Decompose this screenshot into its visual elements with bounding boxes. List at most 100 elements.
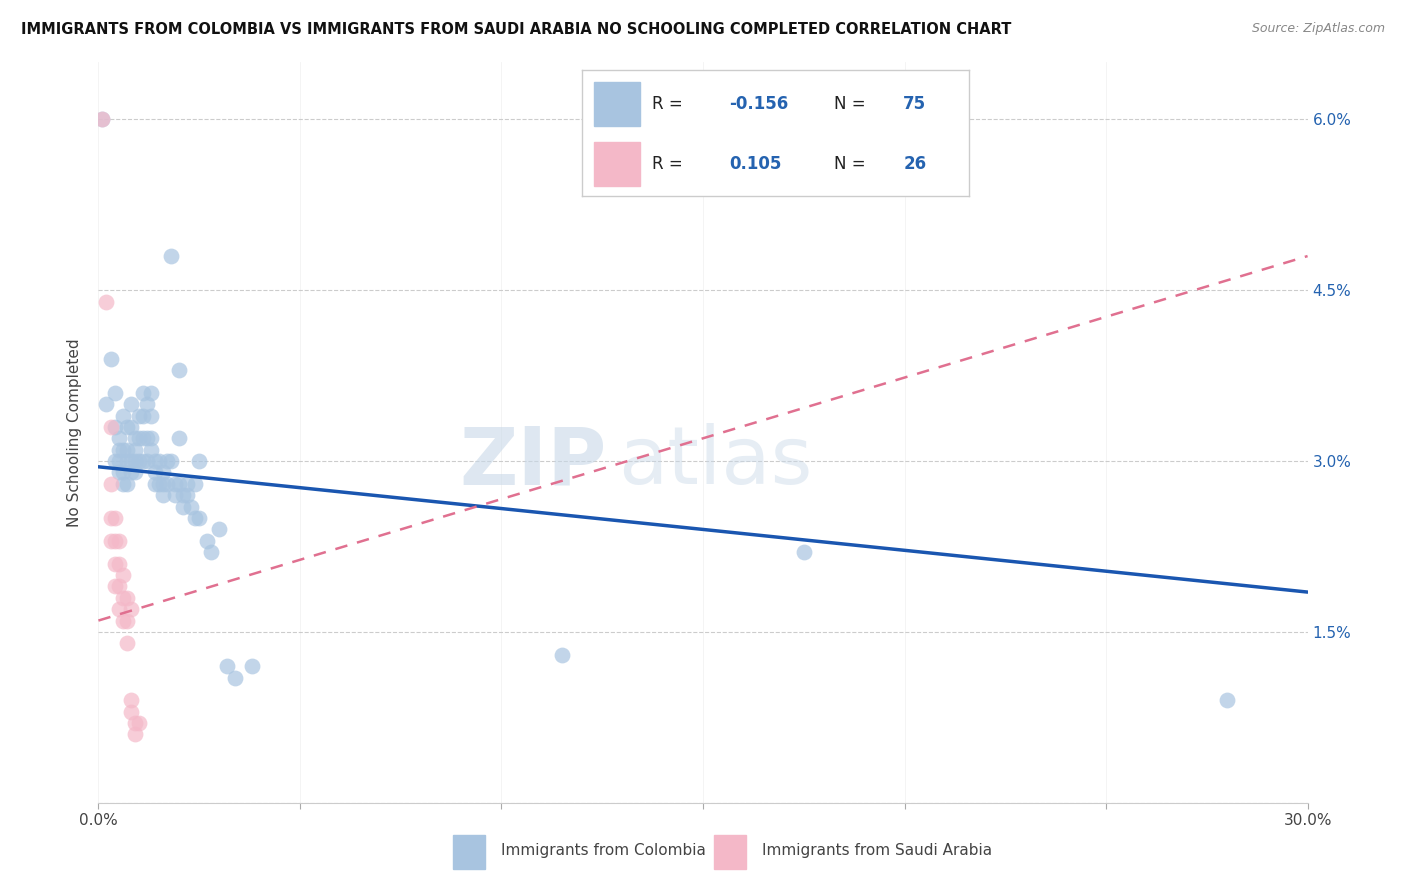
Text: Source: ZipAtlas.com: Source: ZipAtlas.com: [1251, 22, 1385, 36]
Point: [115, 476, 138, 491]
Point: [172, 500, 194, 514]
Point: [124, 431, 146, 445]
Point: [128, 409, 150, 423]
Point: [124, 442, 146, 457]
Point: [103, 533, 125, 548]
Point: [103, 454, 125, 468]
Point: [115, 614, 138, 628]
Point: [163, 488, 186, 502]
Point: [143, 466, 166, 480]
Point: [107, 431, 129, 445]
Point: [107, 454, 129, 468]
Point: [793, 545, 815, 559]
Point: [103, 579, 125, 593]
Point: [132, 385, 155, 400]
Point: [195, 533, 218, 548]
Point: [120, 705, 142, 719]
Point: [96, 294, 118, 309]
Point: [111, 591, 134, 605]
Point: [163, 476, 186, 491]
Point: [184, 511, 207, 525]
Point: [111, 568, 134, 582]
Point: [120, 693, 142, 707]
Point: [156, 476, 179, 491]
Point: [120, 454, 142, 468]
Point: [107, 579, 129, 593]
Point: [184, 476, 207, 491]
Point: [91, 112, 114, 127]
Point: [100, 351, 122, 366]
Point: [240, 659, 263, 673]
Point: [139, 385, 162, 400]
Point: [111, 409, 134, 423]
Point: [167, 363, 190, 377]
Point: [200, 545, 222, 559]
Point: [135, 431, 157, 445]
Point: [156, 454, 179, 468]
Point: [143, 476, 166, 491]
Point: [124, 716, 146, 731]
Point: [132, 454, 155, 468]
Point: [132, 409, 155, 423]
Point: [120, 420, 142, 434]
Point: [100, 511, 122, 525]
Point: [1216, 693, 1239, 707]
Point: [135, 454, 157, 468]
Point: [115, 442, 138, 457]
Point: [188, 511, 211, 525]
Point: [115, 420, 138, 434]
Point: [107, 557, 129, 571]
Point: [91, 112, 114, 127]
Text: atlas: atlas: [619, 423, 813, 501]
Point: [124, 454, 146, 468]
Point: [96, 397, 118, 411]
Point: [107, 602, 129, 616]
Point: [111, 614, 134, 628]
Point: [152, 466, 174, 480]
Point: [115, 591, 138, 605]
Point: [172, 488, 194, 502]
Point: [208, 523, 231, 537]
Point: [152, 488, 174, 502]
Point: [103, 557, 125, 571]
Point: [120, 466, 142, 480]
Text: ZIP: ZIP: [458, 423, 606, 501]
Point: [139, 409, 162, 423]
Point: [167, 431, 190, 445]
Point: [103, 420, 125, 434]
Point: [224, 671, 246, 685]
Point: [148, 454, 170, 468]
Point: [160, 454, 183, 468]
Point: [111, 476, 134, 491]
Point: [100, 420, 122, 434]
Point: [152, 476, 174, 491]
Point: [100, 533, 122, 548]
Point: [217, 659, 239, 673]
Point: [128, 716, 150, 731]
Point: [139, 431, 162, 445]
Point: [111, 442, 134, 457]
Point: [107, 442, 129, 457]
Point: [115, 636, 138, 650]
Point: [120, 397, 142, 411]
Text: IMMIGRANTS FROM COLOMBIA VS IMMIGRANTS FROM SAUDI ARABIA NO SCHOOLING COMPLETED : IMMIGRANTS FROM COLOMBIA VS IMMIGRANTS F…: [21, 22, 1011, 37]
Point: [107, 533, 129, 548]
Point: [143, 454, 166, 468]
Point: [132, 431, 155, 445]
Point: [103, 511, 125, 525]
Point: [139, 442, 162, 457]
Point: [135, 397, 157, 411]
Point: [551, 648, 574, 662]
Point: [120, 602, 142, 616]
Point: [176, 476, 198, 491]
Point: [180, 500, 202, 514]
Point: [128, 454, 150, 468]
Point: [128, 431, 150, 445]
Y-axis label: No Schooling Completed: No Schooling Completed: [67, 338, 83, 527]
Point: [160, 249, 183, 263]
Point: [111, 466, 134, 480]
Point: [167, 476, 190, 491]
Point: [103, 385, 125, 400]
Point: [100, 476, 122, 491]
Point: [124, 727, 146, 741]
